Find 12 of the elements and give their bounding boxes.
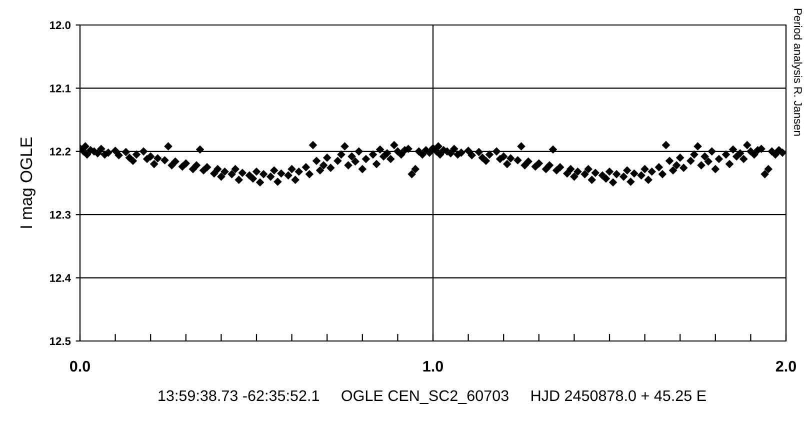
y-tick-label: 12.0 — [50, 21, 71, 30]
x-tick-label: 0.0 — [70, 360, 90, 372]
x-tick-label: 2.0 — [776, 360, 796, 372]
text: Period analysis R. Jansen — [792, 8, 802, 136]
y-axis-title: I mag OGLE — [20, 137, 36, 228]
y-tick-label: 12.3 — [50, 210, 71, 219]
y-tick-label: 12.4 — [50, 274, 71, 282]
y-tick-label: 12.1 — [50, 84, 71, 92]
x-tick-label: 1.0 — [423, 360, 443, 372]
text: 13:59:38.73 -62:35:52.1 OGLE CEN_SC2_60703 HJD 2450878.0 + 45.25 E — [158, 390, 706, 404]
y-tick-label: 12.5 — [50, 337, 71, 346]
y-tick-label: 12.2 — [50, 148, 71, 156]
